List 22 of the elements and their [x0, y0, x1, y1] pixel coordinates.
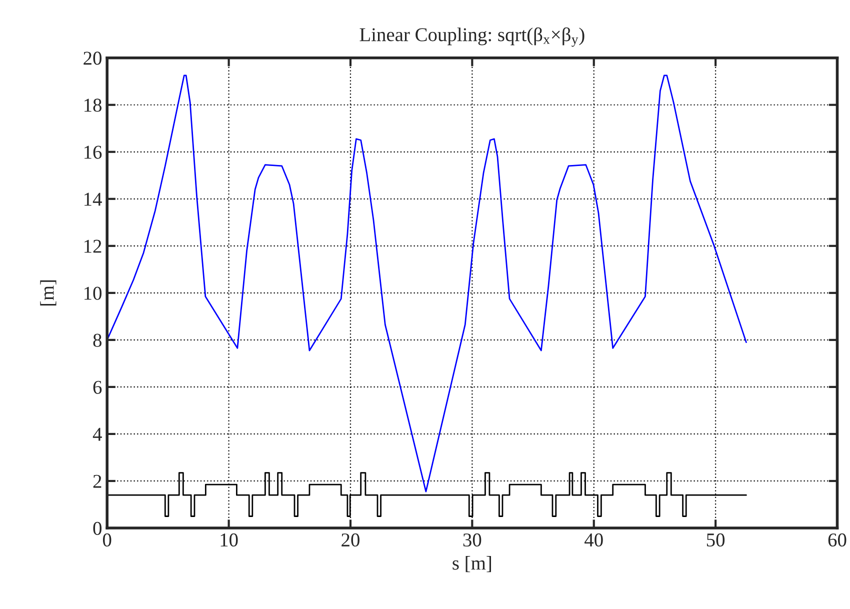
- y-tick-label: 2: [93, 474, 102, 488]
- y-tick-label: 4: [92, 428, 102, 441]
- y-tick-label: 0: [93, 522, 102, 535]
- x-tick-label: 20: [342, 533, 360, 547]
- y-tick-label: 10: [84, 286, 102, 300]
- x-tick-label: 40: [584, 533, 603, 547]
- line-series: [107, 74, 747, 492]
- y-tick-label: 16: [84, 146, 102, 159]
- y-tick-label: 20: [84, 52, 102, 65]
- x-tick-label: 30: [463, 533, 482, 547]
- x-tick-label: 10: [220, 533, 238, 547]
- x-tick-label: 60: [828, 533, 846, 547]
- x-tick-label: 0: [102, 533, 112, 547]
- chart-title: Linear Coupling: sqrt(β$_{x}$×β$_{y}$): [360, 27, 584, 47]
- y-tick-label: 8: [93, 334, 102, 347]
- y-tick-label: 14: [84, 192, 102, 206]
- x-axis-title: s [m]: [452, 556, 491, 572]
- y-tick-label: 6: [93, 380, 102, 394]
- y-tick-label: 18: [84, 98, 102, 112]
- y-axis-title: [m]: [40, 280, 56, 306]
- x-tick-label: 50: [706, 533, 725, 547]
- y-tick-label: 12: [84, 240, 102, 253]
